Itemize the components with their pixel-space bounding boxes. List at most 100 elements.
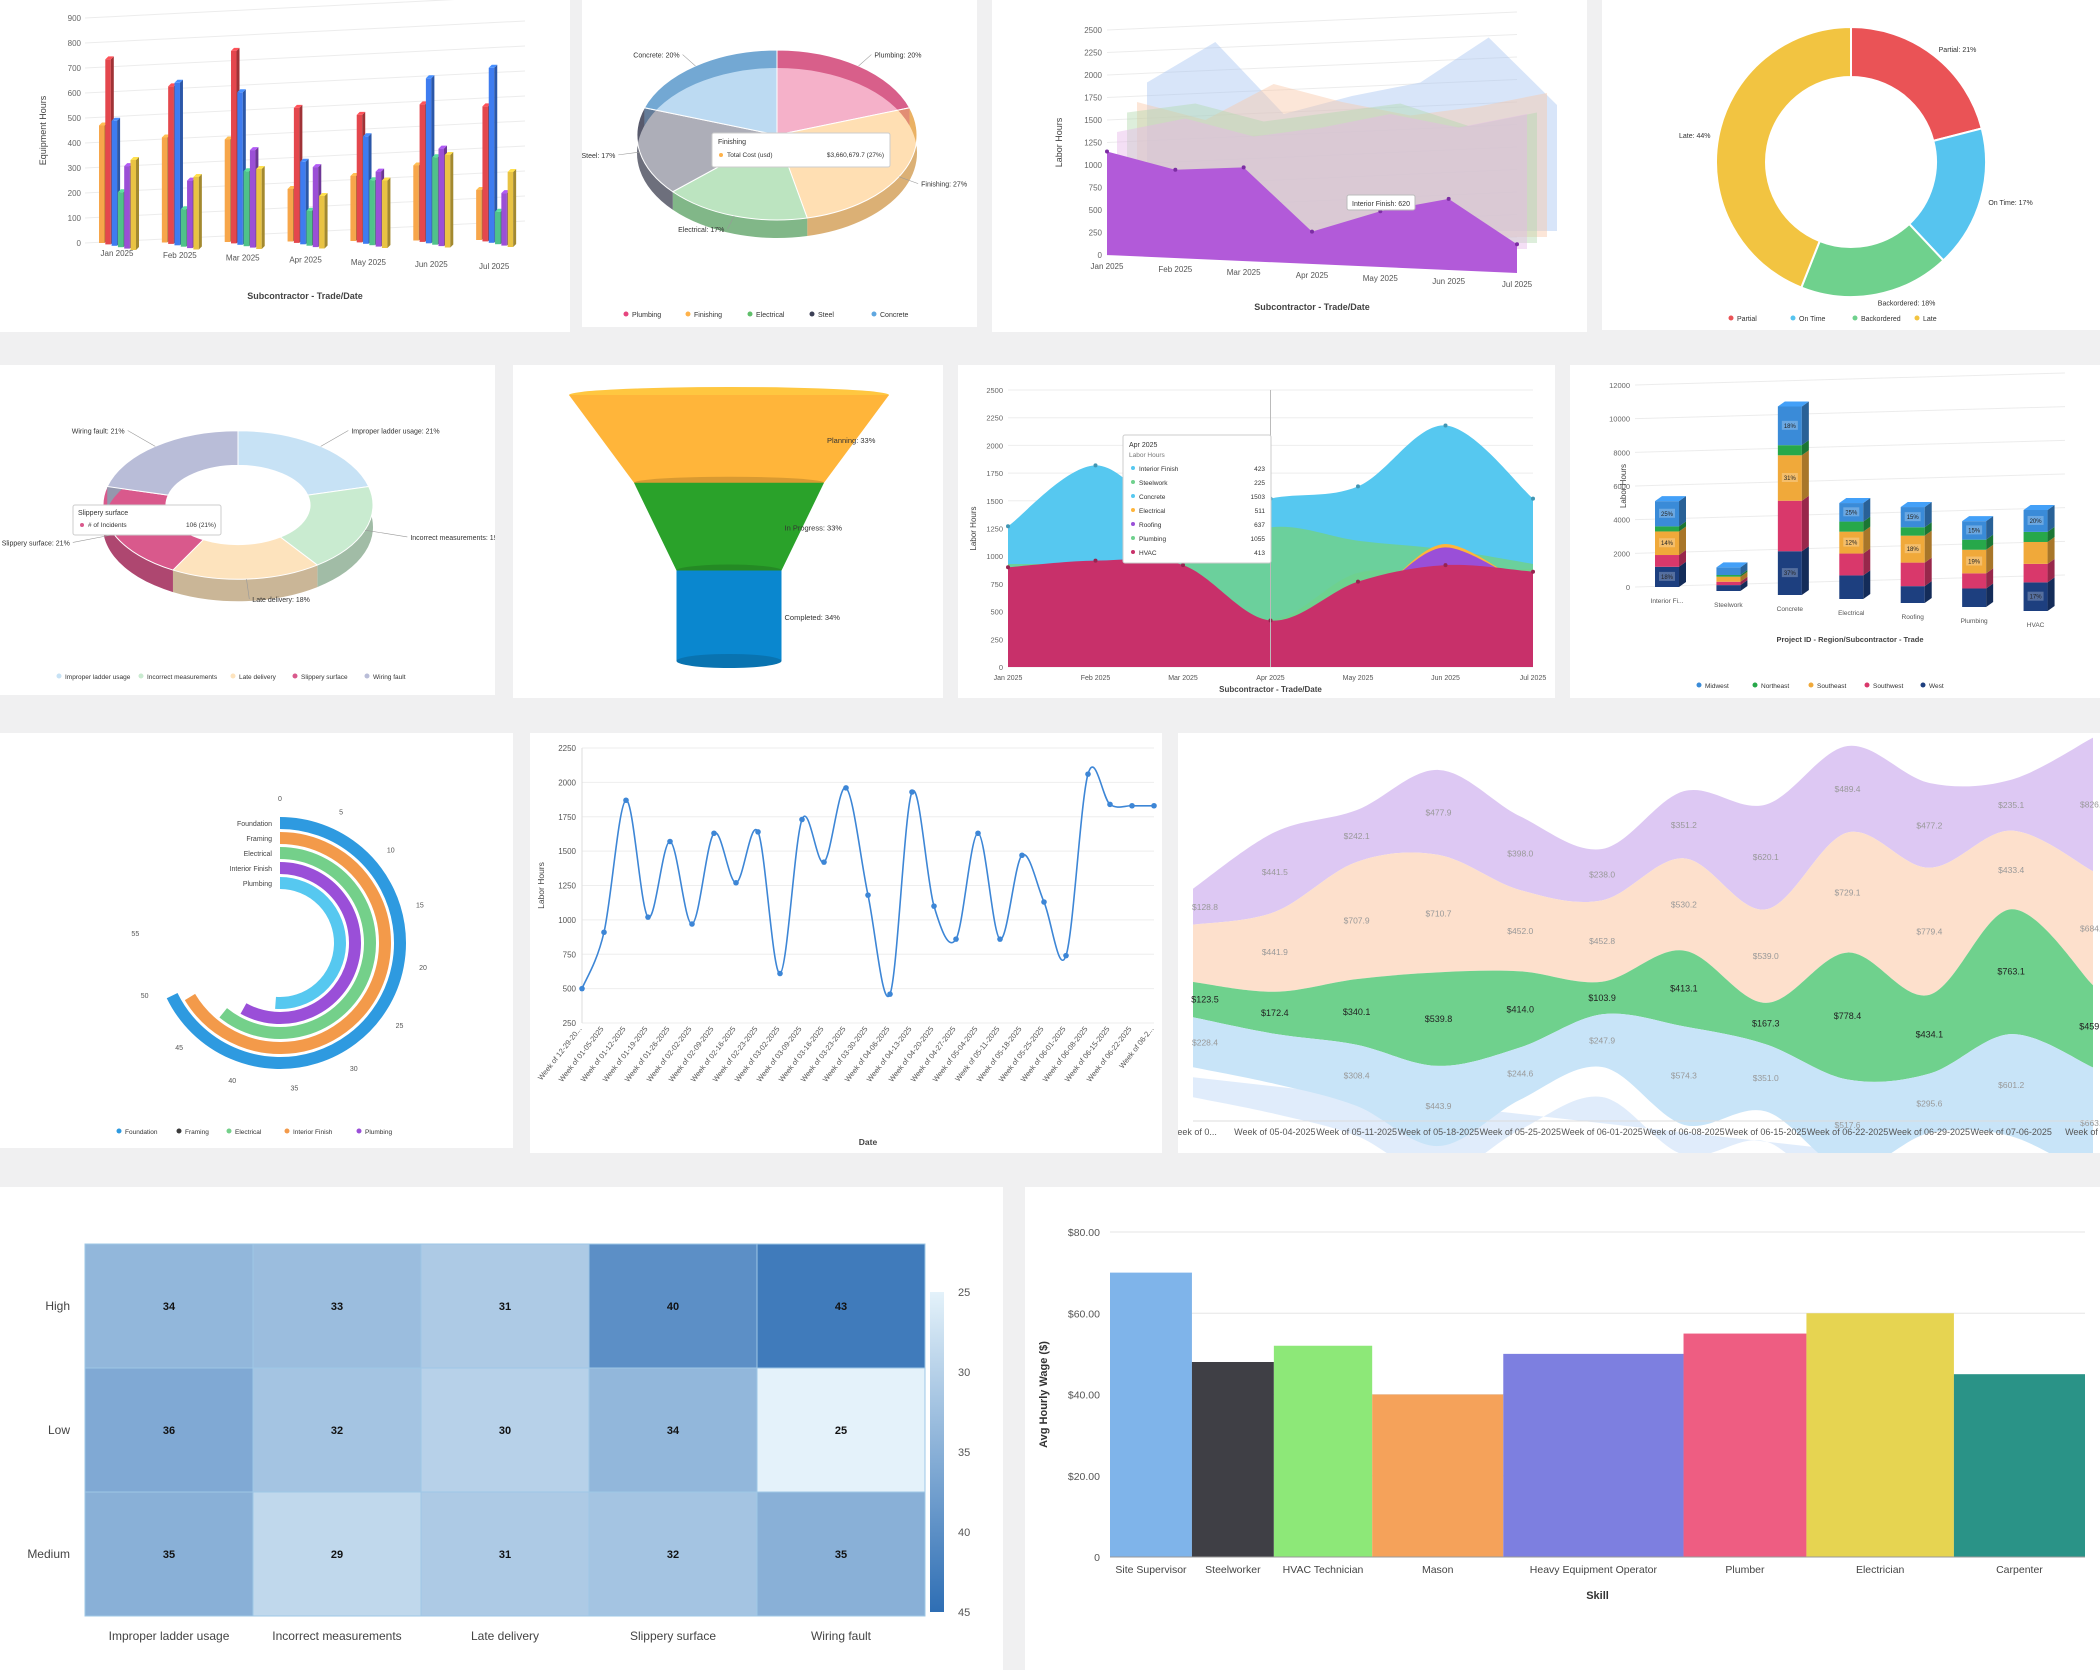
bar [363, 136, 369, 244]
bar [438, 148, 444, 247]
bar [224, 139, 231, 242]
category-label: Electrical [244, 851, 273, 858]
x-axis-title: Subcontractor - Trade/Date [247, 291, 363, 301]
stream-value-label: $826.2 [2080, 799, 2100, 809]
y-tick-label: 250 [563, 1019, 577, 1028]
gridline [1106, 79, 1518, 98]
legend-marker [230, 673, 236, 679]
y-axis-title: Avg Hourly Wage ($) [1038, 1341, 1050, 1448]
bar [117, 192, 124, 248]
stream-value-label: $247.9 [1589, 1036, 1615, 1046]
axis-tick-label: 40 [228, 1078, 236, 1085]
heatmap-cell [756, 1243, 926, 1369]
label-connector [246, 579, 250, 600]
gridline [1634, 473, 2066, 487]
data-point [1019, 852, 1025, 859]
data-point [1006, 565, 1010, 570]
y-tick-label: 800 [68, 39, 82, 48]
x-axis-title: Date [859, 1137, 878, 1147]
bar-segment [1900, 507, 1925, 528]
labor-hours-stacked-area-chart: 0 250 500 750 1000 1250 1500 1750 2000 2250 2500 La… [958, 365, 1555, 698]
radial-bar [184, 832, 391, 1054]
stream-value-label: $128.8 [1192, 902, 1218, 912]
tooltip-box [1346, 194, 1416, 211]
tooltip-row-label: Electrical [1139, 508, 1166, 515]
tooltip-row-label: HVAC [1139, 550, 1157, 557]
funnel-label: Planning: 33% [827, 436, 876, 445]
stream-value-label: $620.1 [1753, 852, 1779, 862]
legend-marker [56, 673, 62, 679]
bar-segment [1655, 501, 1679, 527]
stream-value-label: $601.2 [1998, 1080, 2024, 1090]
bar-side [136, 157, 139, 250]
bar-top [381, 177, 391, 181]
color-scale [930, 1292, 944, 1612]
data-point [953, 936, 959, 942]
bar [130, 160, 136, 250]
gridline [1106, 146, 1518, 166]
category-label: Interior Finish [230, 866, 273, 873]
data-point [1129, 802, 1135, 809]
stream-value-label: $351.0 [1753, 1073, 1779, 1083]
stream-value-label: $574.3 [1671, 1071, 1697, 1081]
project-funnel-chart: Planning: 33% In Progress: 33% Completed: … [513, 365, 943, 698]
legend-label: Electrical [235, 1129, 262, 1136]
data-point [755, 829, 761, 835]
data-point [1446, 196, 1451, 201]
pie-slice [776, 49, 911, 136]
scale-tick-label: 25 [958, 1287, 970, 1299]
legend-label: Concrete [880, 312, 909, 319]
bar-segment [1839, 521, 1864, 532]
legend-label: Partial [1737, 316, 1757, 323]
pie-slice-side [807, 107, 917, 236]
stream-value-label: $517.6 [1835, 1120, 1861, 1130]
category-label: Foundation [237, 821, 272, 828]
legend-marker [356, 1128, 362, 1134]
x-tick-label: Jun 2025 [1432, 277, 1465, 286]
bar-top [1900, 502, 1932, 508]
x-tick-label: Week of 06-22-2025 [1807, 1127, 1888, 1137]
radial-progress-chart: Foundation Framing Electrical Interior Fini… [0, 733, 513, 1148]
y-tick-label: 500 [68, 114, 82, 123]
x-tick-label: Plumbing [1961, 618, 1988, 625]
stream-shadow [1193, 1077, 1868, 1153]
y-tick-label: 750 [563, 950, 577, 959]
stream-value-label: $244.6 [1507, 1068, 1533, 1078]
bar [1110, 1272, 1192, 1557]
data-point [623, 797, 629, 804]
data-point [667, 838, 673, 845]
gridline [84, 20, 526, 44]
tooltip-dot [1131, 536, 1135, 540]
bar-segment [1655, 531, 1679, 556]
bar-segment-side [1740, 562, 1748, 576]
bar-side [513, 169, 517, 247]
tooltip-title: Finishing [718, 139, 746, 146]
data-point [1105, 149, 1109, 154]
slice-label: Concrete: 20% [633, 53, 679, 60]
x-tick-label: Jan 2025 [101, 249, 134, 258]
segment-label: 18% [1784, 424, 1797, 430]
legend-label: On Time [1799, 316, 1826, 323]
label-connector [898, 176, 919, 184]
tooltip-row-label: Steelwork [1139, 480, 1168, 487]
bar-top [300, 158, 309, 162]
row-label: Low [48, 1423, 70, 1437]
bar-segment-side [1740, 571, 1748, 582]
bar [187, 180, 193, 249]
legend-marker [1864, 682, 1870, 688]
bar-segment [1839, 575, 1864, 599]
x-tick-label: May 2025 [1363, 274, 1399, 283]
gridline [1634, 372, 2066, 386]
slice-label: Improper ladder usage: 21% [351, 429, 439, 436]
tooltip-row-value: 423 [1254, 466, 1265, 473]
bar-top [193, 174, 202, 177]
stream-band [1193, 830, 2093, 1003]
cell-value: 32 [667, 1549, 679, 1561]
bar-top [2023, 505, 2055, 510]
gridline [1106, 11, 1518, 31]
bar-segment-side [1863, 570, 1871, 599]
x-axis-title: Skill [1586, 1590, 1609, 1602]
y-tick-label: 1750 [558, 813, 576, 822]
stream-value-label: $539.0 [1753, 951, 1779, 961]
x-axis-title: Subcontractor - Trade/Date [1219, 685, 1322, 694]
